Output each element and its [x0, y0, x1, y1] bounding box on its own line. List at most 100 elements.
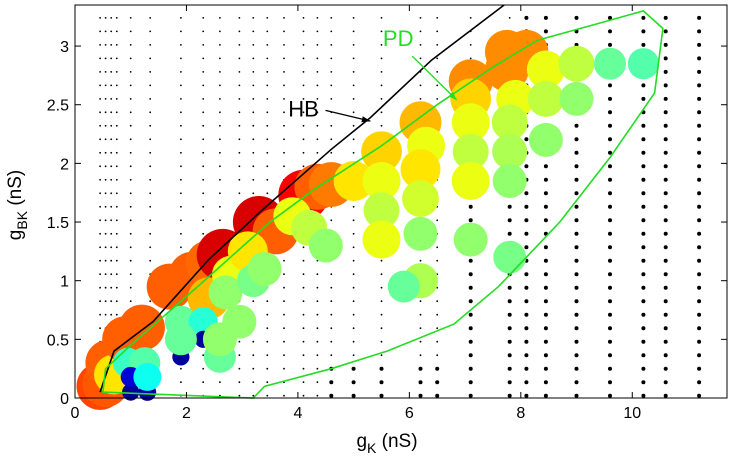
- grid-dot: [104, 219, 107, 222]
- grid-dot: [115, 57, 118, 60]
- grid-dot: [641, 393, 646, 398]
- grid-dot: [252, 84, 255, 87]
- grid-dot: [252, 111, 255, 114]
- grid-dot: [574, 393, 579, 398]
- grid-dot: [330, 313, 333, 316]
- grid-dot: [149, 44, 152, 46]
- grid-dot: [663, 312, 668, 317]
- grid-dot: [697, 258, 702, 263]
- grid-dot: [202, 151, 205, 154]
- grid-dot: [435, 366, 440, 371]
- grid-dot: [180, 124, 182, 127]
- grid-dot: [524, 204, 529, 209]
- grid-dot: [302, 30, 305, 33]
- grid-dot: [104, 84, 107, 87]
- grid-dot: [641, 191, 646, 196]
- grid-dot: [663, 204, 668, 209]
- grid-dot: [99, 151, 101, 154]
- grid-dot: [380, 17, 383, 19]
- grid-dot: [104, 232, 107, 235]
- grid-dot: [129, 259, 132, 262]
- grid-dot: [543, 29, 548, 34]
- grid-dot: [252, 30, 255, 33]
- grid-dot: [202, 111, 205, 114]
- grid-dot: [330, 327, 333, 330]
- data-point: [247, 252, 282, 286]
- grid-dot: [115, 286, 118, 289]
- grid-dot: [316, 381, 319, 384]
- grid-dot: [543, 164, 548, 169]
- grid-dot: [380, 300, 383, 303]
- grid-dot: [352, 84, 355, 87]
- grid-dot: [115, 178, 118, 181]
- grid-dot: [543, 393, 548, 398]
- grid-dot: [663, 380, 668, 385]
- grid-dot: [641, 326, 646, 331]
- grid-dot: [99, 313, 101, 316]
- grid-dot: [608, 42, 612, 47]
- grid-dot: [574, 258, 579, 263]
- grid-dot: [543, 299, 548, 304]
- grid-dot: [110, 313, 113, 316]
- grid-dot: [99, 71, 101, 73]
- grid-dot: [468, 353, 473, 358]
- annotation-label-pd: PD: [383, 26, 414, 51]
- data-point: [558, 45, 595, 82]
- grid-dot: [115, 205, 118, 208]
- grid-dot: [543, 177, 548, 182]
- grid-dot: [302, 17, 305, 19]
- grid-dot: [330, 124, 333, 127]
- grid-dot: [663, 245, 668, 250]
- grid-dot: [238, 138, 241, 141]
- grid-dot: [316, 124, 319, 127]
- grid-dot: [115, 246, 118, 249]
- grid-dot: [149, 124, 152, 127]
- grid-dot: [352, 327, 355, 330]
- grid-dot: [99, 327, 101, 330]
- grid-dot: [219, 44, 221, 46]
- grid-dot: [574, 380, 579, 385]
- grid-dot: [352, 98, 355, 100]
- grid-dot: [663, 42, 668, 47]
- y-tick-label: 2: [60, 156, 69, 173]
- grid-dot: [608, 272, 612, 277]
- grid-dot: [524, 299, 529, 304]
- data-point: [118, 304, 165, 351]
- grid-dot: [104, 205, 107, 208]
- grid-dot: [99, 286, 101, 289]
- grid-dot: [180, 138, 182, 141]
- grid-dot: [238, 165, 241, 168]
- grid-dot: [180, 151, 182, 154]
- grid-dot: [202, 84, 205, 87]
- grid-dot: [507, 339, 512, 344]
- x-axis-label-unit: (nS): [376, 431, 417, 452]
- grid-dot: [266, 340, 269, 343]
- grid-dot: [219, 178, 221, 181]
- grid-dot: [641, 42, 646, 47]
- grid-dot: [238, 98, 241, 100]
- grid-dot: [129, 232, 132, 235]
- grid-dot: [238, 124, 241, 127]
- grid-dot: [507, 231, 512, 236]
- x-tick-label: 2: [182, 405, 191, 422]
- data-point: [627, 48, 660, 80]
- grid-dot: [238, 178, 241, 181]
- grid-dot: [99, 246, 101, 249]
- grid-dot: [641, 137, 646, 142]
- grid-dot: [302, 381, 305, 384]
- grid-dot: [302, 57, 305, 60]
- grid-dot: [641, 123, 646, 128]
- plot-area: HB PD: [74, 4, 728, 410]
- grid-dot: [543, 353, 548, 358]
- grid-dot: [266, 98, 269, 100]
- grid-dot: [302, 71, 305, 73]
- grid-dot: [252, 57, 255, 60]
- grid-dot: [302, 394, 305, 397]
- grid-dot: [110, 30, 113, 33]
- data-point: [559, 81, 594, 116]
- grid-dot: [507, 353, 512, 358]
- grid-dot: [110, 84, 113, 87]
- grid-dot: [524, 339, 529, 344]
- grid-dot: [99, 17, 101, 19]
- data-point: [451, 162, 490, 200]
